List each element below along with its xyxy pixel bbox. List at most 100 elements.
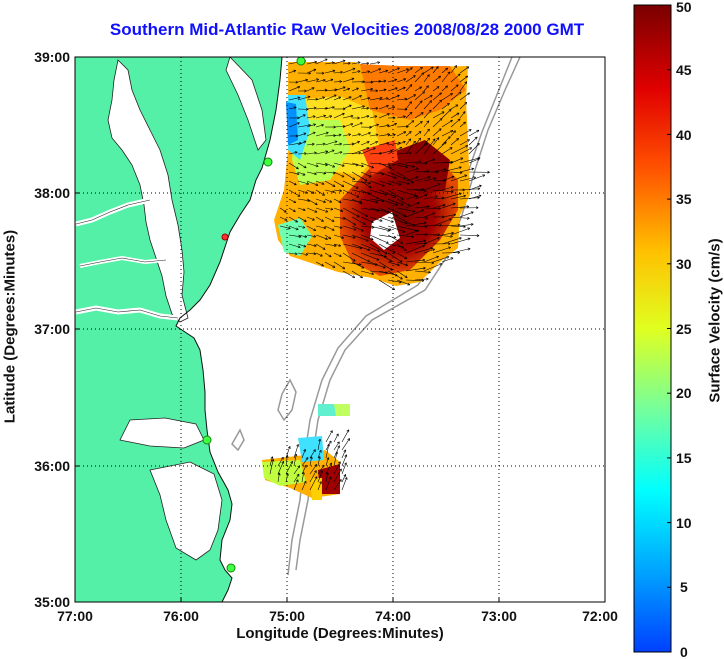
velocity-arrow — [450, 104, 459, 110]
velocity-arrow — [309, 456, 312, 467]
velocity-arrowhead — [381, 174, 385, 176]
velocity-arrowhead — [339, 80, 342, 82]
velocity-arrowhead — [471, 168, 475, 171]
velocity-arrowhead — [340, 225, 343, 229]
velocity-arrow — [315, 243, 326, 250]
velocity-arrow — [360, 216, 374, 223]
velocity-arrowhead — [387, 133, 390, 135]
velocity-arrow — [306, 152, 317, 155]
velocity-arrowhead — [304, 90, 307, 93]
velocity-arrow — [414, 234, 428, 236]
velocity-arrow — [405, 267, 426, 272]
velocity-arrowhead — [361, 275, 363, 278]
velocity-arrowhead — [412, 209, 416, 212]
velocity-arrowhead — [352, 237, 356, 239]
velocity-arrow — [288, 198, 296, 204]
velocity-arrow — [405, 195, 419, 200]
velocity-arrow — [301, 464, 307, 475]
colorbar-tick-label: 25 — [676, 321, 692, 337]
velocity-arrow — [306, 216, 315, 221]
velocity-arrowhead — [463, 194, 466, 196]
velocity-arrowhead — [453, 213, 456, 215]
velocity-arrow — [441, 103, 450, 110]
velocity-arrow — [414, 216, 428, 219]
velocity-arrowhead — [478, 194, 482, 196]
velocity-arrowhead — [421, 121, 423, 124]
velocity-arrow — [309, 476, 318, 491]
velocity-arrowhead — [296, 227, 299, 230]
velocity-arrowhead — [306, 182, 310, 185]
velocity-arrowhead — [314, 69, 317, 72]
velocity-arrowhead — [419, 131, 422, 134]
velocity-arrowhead — [397, 263, 400, 266]
velocity-arrowhead — [399, 182, 402, 185]
velocity-arrow — [324, 198, 332, 203]
velocity-arrowhead — [327, 443, 330, 447]
velocity-arrow — [306, 225, 316, 231]
velocity-arrowhead — [435, 196, 438, 199]
velocity-arrow — [414, 247, 433, 254]
velocity-arrow — [297, 207, 306, 211]
velocity-arrowhead — [335, 451, 338, 454]
velocity-arrowhead — [475, 206, 479, 209]
velocity-arrowhead — [332, 172, 336, 175]
velocity-arrow — [396, 261, 408, 266]
velocity-arrowhead — [367, 141, 370, 144]
velocity-arrow — [369, 189, 387, 196]
velocity-arrowhead — [459, 193, 462, 196]
velocity-arrow — [369, 180, 385, 187]
velocity-arrowhead — [384, 254, 387, 258]
velocity-arrowhead — [487, 170, 490, 173]
velocity-arrow — [293, 473, 300, 483]
velocity-arrowhead — [368, 248, 371, 251]
velocity-arrow — [288, 122, 300, 128]
velocity-arrowhead — [386, 124, 390, 126]
velocity-arrowhead — [366, 62, 370, 65]
velocity-arrow — [324, 106, 335, 110]
velocity-arrowhead — [447, 136, 451, 138]
velocity-arrowhead — [305, 254, 308, 256]
velocity-arrowhead — [353, 235, 356, 239]
velocity-arrowhead — [362, 105, 365, 107]
velocity-arrowhead — [305, 78, 308, 81]
velocity-arrowhead — [392, 116, 396, 119]
velocity-arrow — [306, 252, 317, 255]
velocity-arrowhead — [477, 156, 481, 159]
velocity-arrowhead — [311, 456, 313, 460]
velocity-arrowhead — [467, 216, 470, 219]
velocity-arrowhead — [358, 133, 361, 137]
velocity-arrow — [333, 243, 341, 247]
velocity-arrowhead — [408, 203, 411, 206]
velocity-arrow — [317, 481, 322, 491]
velocity-arrowhead — [403, 176, 406, 180]
velocity-arrowhead — [296, 444, 299, 447]
velocity-arrowhead — [325, 237, 328, 240]
velocity-arrow — [325, 457, 329, 467]
velocity-arrowhead — [297, 172, 300, 175]
velocity-arrows-south — [269, 429, 351, 491]
velocity-arrow — [342, 189, 360, 198]
velocity-arrowhead — [466, 205, 470, 207]
velocity-arrow — [423, 263, 443, 272]
velocity-arrowhead — [426, 205, 430, 207]
velocity-arrowhead — [304, 219, 307, 222]
velocity-arrow — [333, 134, 342, 137]
velocity-arrowhead — [457, 118, 461, 120]
velocity-arrowhead — [461, 157, 464, 161]
velocity-arrowhead — [334, 244, 337, 247]
velocity-arrowhead — [389, 228, 392, 231]
velocity-arrow — [423, 237, 440, 245]
x-tick-label: 76:00 — [163, 608, 199, 624]
velocity-arrowhead — [443, 141, 447, 143]
velocity-arrow — [333, 468, 342, 483]
velocity-arrowhead — [314, 173, 317, 176]
velocity-arrow — [405, 259, 425, 263]
velocity-arrow — [333, 234, 344, 239]
velocity-arrowhead — [308, 123, 311, 126]
velocity-arrowhead — [397, 265, 400, 267]
velocity-arrowhead — [437, 237, 440, 240]
velocity-arrow — [360, 71, 370, 74]
velocity-arrow — [297, 140, 307, 146]
velocity-arrowhead — [421, 100, 423, 104]
velocity-arrowhead — [376, 123, 379, 125]
